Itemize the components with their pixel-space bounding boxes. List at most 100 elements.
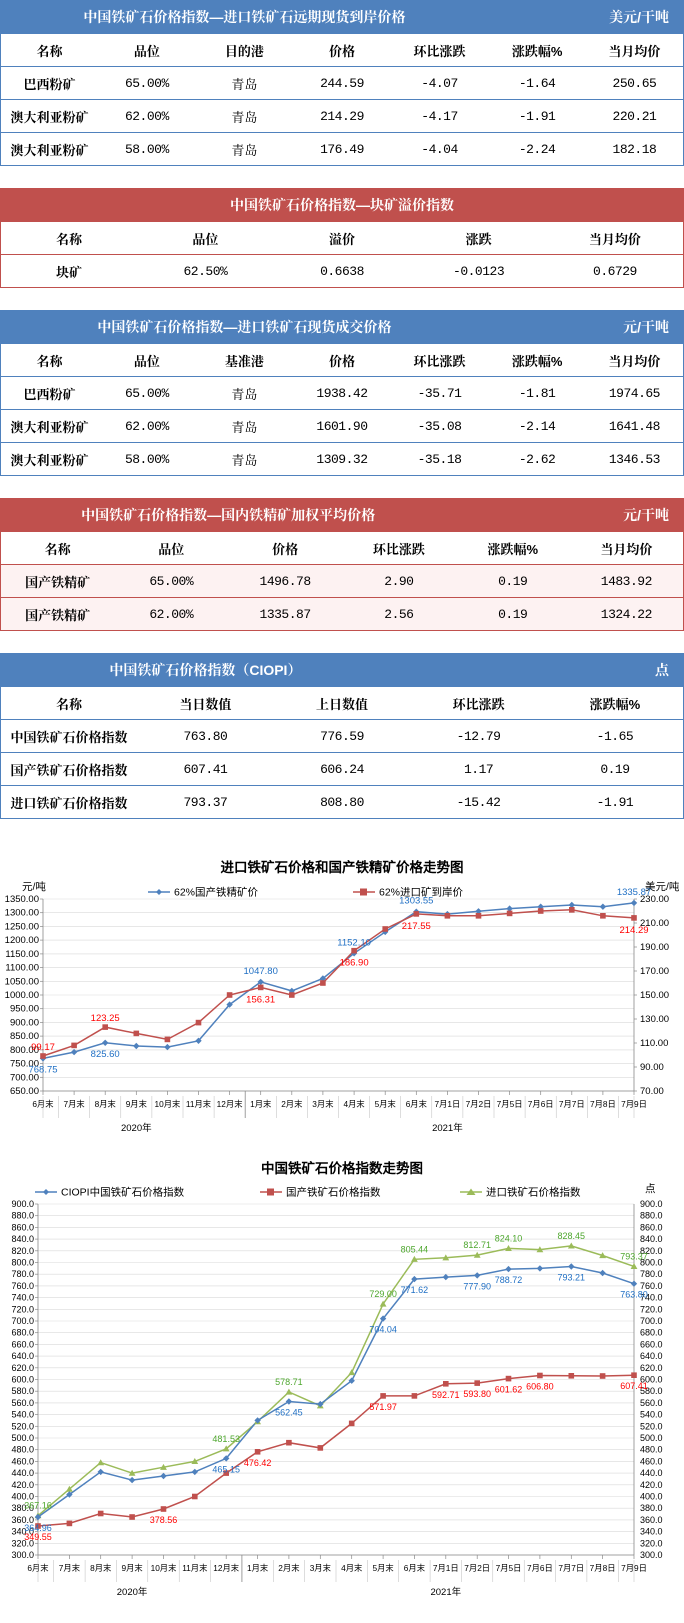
svg-text:3月末: 3月末 — [312, 1099, 334, 1109]
svg-text:1335.87: 1335.87 — [617, 887, 651, 898]
svg-text:720.0: 720.0 — [640, 1304, 663, 1314]
svg-text:360.0: 360.0 — [640, 1515, 663, 1525]
svg-text:820.0: 820.0 — [11, 1246, 34, 1256]
svg-text:90.00: 90.00 — [640, 1062, 664, 1073]
svg-text:10月末: 10月末 — [154, 1099, 181, 1109]
svg-text:400.0: 400.0 — [640, 1492, 663, 1502]
svg-text:190.00: 190.00 — [640, 942, 669, 953]
svg-text:900.0: 900.0 — [11, 1199, 34, 1209]
svg-text:500.0: 500.0 — [11, 1433, 34, 1443]
svg-text:349.55: 349.55 — [24, 1532, 52, 1542]
svg-text:578.71: 578.71 — [275, 1377, 303, 1387]
svg-text:500.0: 500.0 — [640, 1433, 663, 1443]
svg-text:860.0: 860.0 — [640, 1222, 663, 1232]
svg-text:7月2日: 7月2日 — [466, 1099, 492, 1109]
svg-text:300.0: 300.0 — [11, 1550, 34, 1560]
svg-text:812.71: 812.71 — [463, 1240, 491, 1250]
svg-text:340.0: 340.0 — [640, 1527, 663, 1537]
svg-text:763.80: 763.80 — [620, 1290, 648, 1300]
svg-text:1250.00: 1250.00 — [5, 921, 39, 932]
svg-text:420.0: 420.0 — [11, 1480, 34, 1490]
svg-text:1350.00: 1350.00 — [5, 894, 39, 905]
svg-text:593.80: 593.80 — [463, 1389, 491, 1399]
svg-text:380.0: 380.0 — [640, 1503, 663, 1513]
svg-text:840.0: 840.0 — [640, 1234, 663, 1244]
svg-text:540.0: 540.0 — [11, 1410, 34, 1420]
svg-text:4月末: 4月末 — [343, 1099, 365, 1109]
svg-text:771.62: 771.62 — [401, 1285, 429, 1295]
svg-text:900.00: 900.00 — [10, 1017, 39, 1028]
svg-text:2月末: 2月末 — [281, 1099, 303, 1109]
svg-text:1月末: 1月末 — [247, 1563, 269, 1573]
svg-text:367.16: 367.16 — [24, 1501, 52, 1511]
svg-text:601.62: 601.62 — [495, 1385, 523, 1395]
svg-text:825.60: 825.60 — [91, 1049, 120, 1060]
svg-text:6月末: 6月末 — [406, 1099, 428, 1109]
svg-text:571.97: 571.97 — [369, 1402, 397, 1412]
svg-text:540.0: 540.0 — [640, 1410, 663, 1420]
svg-text:300.0: 300.0 — [640, 1550, 663, 1560]
svg-text:600.0: 600.0 — [11, 1375, 34, 1385]
svg-text:420.0: 420.0 — [640, 1480, 663, 1490]
svg-text:元/吨: 元/吨 — [22, 880, 46, 893]
svg-text:2021年: 2021年 — [432, 1122, 463, 1134]
svg-text:7月5日: 7月5日 — [496, 1563, 522, 1573]
svg-text:CIOPI中国铁矿石价格指数: CIOPI中国铁矿石价格指数 — [61, 1186, 185, 1199]
svg-text:805.44: 805.44 — [401, 1244, 429, 1254]
svg-text:2020年: 2020年 — [117, 1586, 148, 1598]
svg-text:11月末: 11月末 — [182, 1563, 208, 1573]
svg-text:481.53: 481.53 — [212, 1434, 240, 1444]
svg-text:700.0: 700.0 — [640, 1316, 663, 1326]
svg-text:217.55: 217.55 — [402, 921, 431, 932]
svg-text:12月末: 12月末 — [217, 1099, 244, 1109]
svg-text:1303.55: 1303.55 — [399, 896, 433, 907]
svg-text:788.72: 788.72 — [495, 1275, 523, 1285]
svg-text:700.0: 700.0 — [11, 1316, 34, 1326]
svg-text:2021年: 2021年 — [430, 1586, 461, 1598]
svg-text:860.0: 860.0 — [11, 1222, 34, 1232]
svg-text:11月末: 11月末 — [186, 1099, 212, 1109]
svg-text:465.15: 465.15 — [212, 1464, 240, 1474]
svg-text:592.71: 592.71 — [432, 1390, 460, 1400]
svg-text:824.10: 824.10 — [495, 1233, 523, 1243]
svg-text:950.00: 950.00 — [10, 1004, 39, 1015]
svg-text:660.0: 660.0 — [11, 1339, 34, 1349]
svg-text:680.0: 680.0 — [11, 1328, 34, 1338]
svg-text:729.00: 729.00 — [369, 1289, 397, 1299]
svg-text:186.90: 186.90 — [340, 958, 369, 969]
svg-text:8月末: 8月末 — [90, 1563, 112, 1573]
svg-text:9月末: 9月末 — [126, 1099, 148, 1109]
svg-text:1150.00: 1150.00 — [5, 949, 39, 960]
svg-text:7月6日: 7月6日 — [528, 1099, 554, 1109]
svg-text:62%国产铁精矿价: 62%国产铁精矿价 — [174, 886, 259, 899]
svg-text:640.0: 640.0 — [640, 1351, 663, 1361]
svg-text:点: 点 — [645, 1183, 656, 1195]
svg-text:520.0: 520.0 — [11, 1421, 34, 1431]
svg-text:8月末: 8月末 — [95, 1099, 117, 1109]
svg-text:620.0: 620.0 — [640, 1363, 663, 1373]
svg-text:520.0: 520.0 — [640, 1421, 663, 1431]
svg-text:7月7日: 7月7日 — [559, 1099, 585, 1109]
svg-text:7月8日: 7月8日 — [590, 1099, 616, 1109]
svg-text:170.00: 170.00 — [640, 966, 669, 977]
svg-text:5月末: 5月末 — [372, 1563, 394, 1573]
svg-text:1047.80: 1047.80 — [244, 966, 278, 977]
svg-text:900.0: 900.0 — [640, 1199, 663, 1209]
svg-text:70.00: 70.00 — [640, 1086, 664, 1097]
svg-text:7月末: 7月末 — [59, 1563, 81, 1573]
svg-text:国产铁矿石价格指数: 国产铁矿石价格指数 — [286, 1186, 381, 1199]
svg-text:740.0: 740.0 — [11, 1293, 34, 1303]
svg-text:1300.00: 1300.00 — [5, 908, 39, 919]
svg-text:704.04: 704.04 — [369, 1325, 397, 1335]
svg-text:560.0: 560.0 — [11, 1398, 34, 1408]
svg-text:780.0: 780.0 — [640, 1269, 663, 1279]
svg-text:760.0: 760.0 — [11, 1281, 34, 1291]
svg-text:2020年: 2020年 — [121, 1122, 152, 1134]
svg-text:768.75: 768.75 — [28, 1064, 57, 1075]
svg-text:7月1日: 7月1日 — [433, 1563, 459, 1573]
svg-text:1100.00: 1100.00 — [5, 963, 39, 974]
svg-text:580.0: 580.0 — [11, 1386, 34, 1396]
svg-text:660.0: 660.0 — [640, 1339, 663, 1349]
svg-text:7月7日: 7月7日 — [558, 1563, 584, 1573]
svg-text:680.0: 680.0 — [640, 1328, 663, 1338]
